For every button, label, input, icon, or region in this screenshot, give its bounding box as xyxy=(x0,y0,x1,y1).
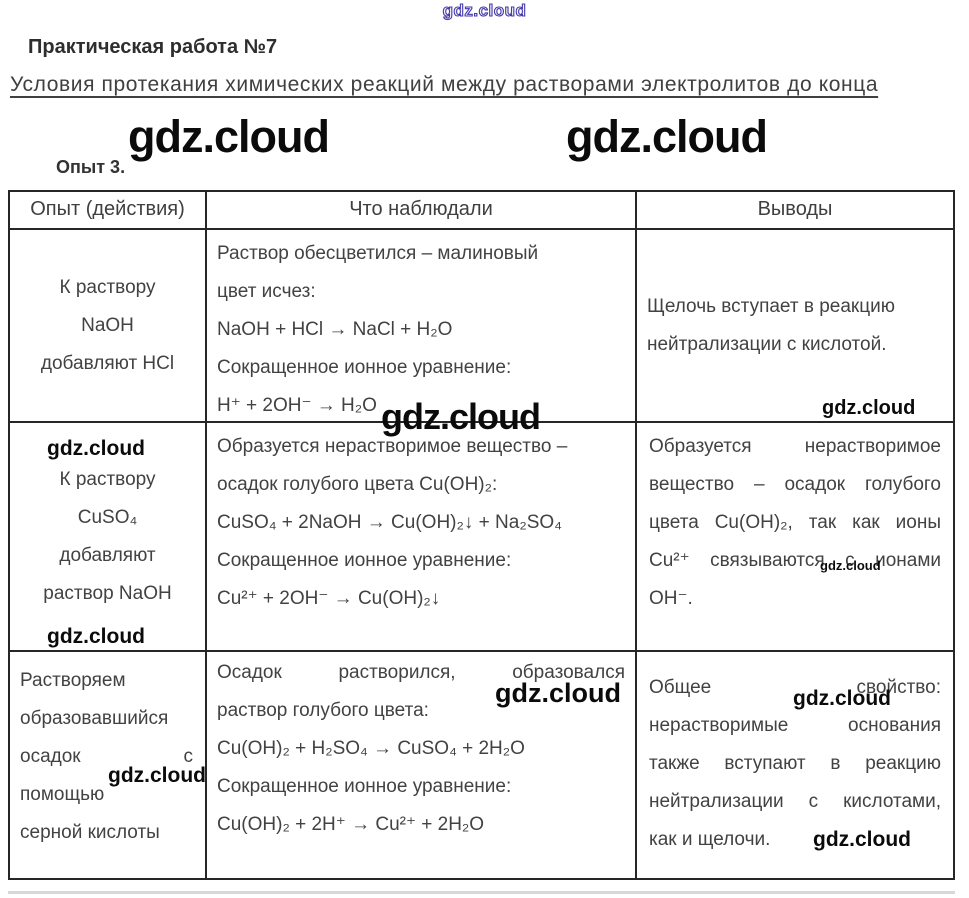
chemical-equation: Cu²⁺ + 2OH⁻ → Cu(OH)₂↓ xyxy=(217,588,441,609)
watermark-row2-action-bottom: gdz.cloud xyxy=(47,625,145,648)
action-line: добавляют HCl xyxy=(40,352,175,374)
observation-line: Раствор обесцветился – малиновый xyxy=(217,243,539,264)
action-line: К раствору xyxy=(59,468,156,490)
table-cell-row1-action: К раствору NaOH добавляют HCl xyxy=(10,230,207,423)
column-header-conclusion: Выводы xyxy=(637,192,953,230)
observation-line: Сокращенное ионное уравнение: xyxy=(217,357,512,378)
table-cell-row3-conclusion: Общее свойство: нерастворимые основания … xyxy=(637,652,953,878)
observation-line: Образуется нерастворимое вещество – xyxy=(217,436,568,457)
action-line: Растворяем xyxy=(20,670,126,691)
observation-line: раствор голубого цвета: xyxy=(217,700,429,721)
table-cell-row1-conclusion: Щелочь вступает в реакцию нейтрализации … xyxy=(637,230,953,423)
table-cell-row2-observation: Образуется нерастворимое вещество – осад… xyxy=(207,423,637,652)
results-table: Опыт (действия) Что наблюдали Выводы К р… xyxy=(8,190,955,880)
watermark-large-right: gdz.cloud xyxy=(566,111,768,162)
watermark-mid: gdz.cloud xyxy=(381,396,541,437)
page-subtitle: Условия протекания химических реакций ме… xyxy=(10,73,879,96)
watermark-row3-conclusion-bottom: gdz.cloud xyxy=(813,828,911,851)
action-line: раствор NaOH xyxy=(43,582,172,604)
watermark-row1-conclusion: gdz.cloud xyxy=(822,397,916,419)
conclusion-line: OH⁻. xyxy=(649,588,693,609)
conclusion-line: Щелочь вступает в реакцию xyxy=(647,295,895,317)
watermark-large-left: gdz.cloud xyxy=(128,111,330,162)
observation-line: осадок голубого цвета Cu(OH)₂: xyxy=(217,474,498,495)
page-title: Практическая работа №7 xyxy=(28,36,278,58)
page-bottom-rule xyxy=(8,891,955,894)
observation-line: цвет исчез: xyxy=(217,281,316,302)
chemical-equation: NaOH + HCl → NaCl + H₂O xyxy=(217,319,453,340)
action-line: образовавшийся xyxy=(20,708,169,729)
observation-line: Сокращенное ионное уравнение: xyxy=(217,550,512,571)
action-line: серной кислоты xyxy=(20,822,160,843)
conclusion-line: нейтрализации с кислотой. xyxy=(647,333,887,355)
observation-line: Сокращенное ионное уравнение: xyxy=(217,776,512,797)
table-cell-row2-action: К раствору CuSO₄ добавляют раствор NaOH xyxy=(10,423,207,652)
column-header-observation: Что наблюдали xyxy=(207,192,637,230)
watermark-row3-observation: gdz.cloud xyxy=(495,678,621,708)
experiment-label: Опыт 3. xyxy=(56,157,126,177)
table-cell-row1-observation: Раствор обесцветился – малиновый цвет ис… xyxy=(207,230,637,423)
action-line: CuSO₄ xyxy=(77,506,138,528)
chemical-equation: H⁺ + 2OH⁻ → H₂O xyxy=(217,395,377,416)
action-line: К раствору xyxy=(59,276,156,298)
watermark-top: gdz.cloud xyxy=(442,1,527,20)
conclusion-line: Образуется нерастворимое xyxy=(649,436,941,457)
conclusion-line: нерастворимые основания xyxy=(649,715,941,736)
action-line: помощью xyxy=(20,784,105,805)
watermark-row2-conclusion: gdz.cloud xyxy=(820,558,881,573)
watermark-row3-action: gdz.cloud xyxy=(108,764,206,787)
conclusion-line: как и щелочи. xyxy=(649,829,771,850)
observation-line: Осадок растворился, образовался xyxy=(217,662,625,683)
action-line: NaOH xyxy=(81,314,134,336)
table-cell-row3-action: Растворяем образовавшийся осадок с помощ… xyxy=(10,652,207,878)
conclusion-line: вещество – осадок голубого xyxy=(649,474,941,495)
chemical-equation: Cu(OH)₂ + H₂SO₄ → CuSO₄ + 2H₂O xyxy=(217,738,525,759)
conclusion-line: Cu²⁺ связываются с ионами xyxy=(649,550,941,571)
table-cell-row3-observation: Осадок растворился, образовался раствор … xyxy=(207,652,637,878)
table-cell-row2-conclusion: Образуется нерастворимое вещество – осад… xyxy=(637,423,953,652)
chemical-equation: Cu(OH)₂ + 2H⁺ → Cu²⁺ + 2H₂O xyxy=(217,814,485,835)
conclusion-line: нейтрализации с кислотами, xyxy=(649,791,941,812)
watermark-row3-conclusion-top: gdz.cloud xyxy=(793,687,891,710)
watermark-row2-action-top: gdz.cloud xyxy=(47,437,145,460)
conclusion-line: цвета Cu(OH)₂, так как ионы xyxy=(649,512,941,533)
action-line: добавляют xyxy=(59,544,156,566)
chemical-equation: CuSO₄ + 2NaOH → Cu(OH)₂↓ + Na₂SO₄ xyxy=(217,512,562,533)
conclusion-line: Общее свойство: xyxy=(649,677,941,698)
conclusion-line: также вступают в реакцию xyxy=(649,753,941,774)
column-header-action: Опыт (действия) xyxy=(10,192,207,230)
action-line: осадок с xyxy=(20,746,193,767)
